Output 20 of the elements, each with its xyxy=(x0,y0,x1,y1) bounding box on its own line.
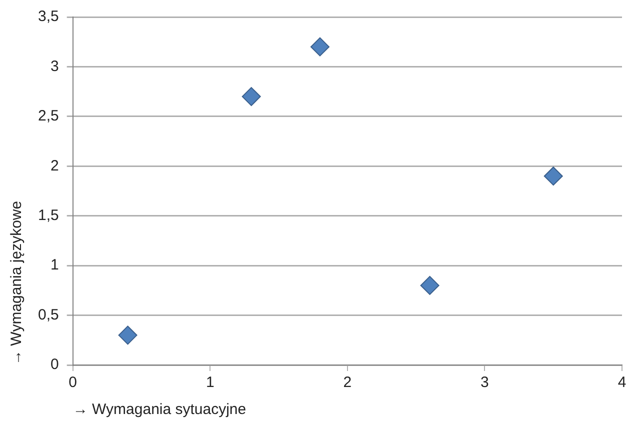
y-tick-label: 0,5 xyxy=(38,306,59,324)
y-tick-label: 3,5 xyxy=(38,8,59,26)
point xyxy=(420,276,440,295)
y-tick-label: 2 xyxy=(50,157,59,174)
x-tick-label: 4 xyxy=(618,374,626,392)
y-tick-label: 3 xyxy=(50,58,59,75)
point xyxy=(118,326,138,345)
point xyxy=(242,87,261,106)
x-tick-label: 3 xyxy=(480,374,489,392)
x-tick-label: 1 xyxy=(206,374,214,392)
x-tick-label: 0 xyxy=(68,374,78,392)
point xyxy=(544,166,563,186)
x-axis-title: → Wymagania sytuacyjne xyxy=(72,401,246,418)
x-tick-label: 2 xyxy=(343,374,352,392)
y-axis-title: → Wymagania językowe xyxy=(8,200,26,365)
y-tick-label: 0 xyxy=(50,356,59,374)
y-tick-label: 1 xyxy=(50,256,59,274)
y-tick-label: 1,5 xyxy=(38,207,59,224)
y-tick-label: 2,5 xyxy=(38,108,59,125)
point xyxy=(310,37,330,56)
